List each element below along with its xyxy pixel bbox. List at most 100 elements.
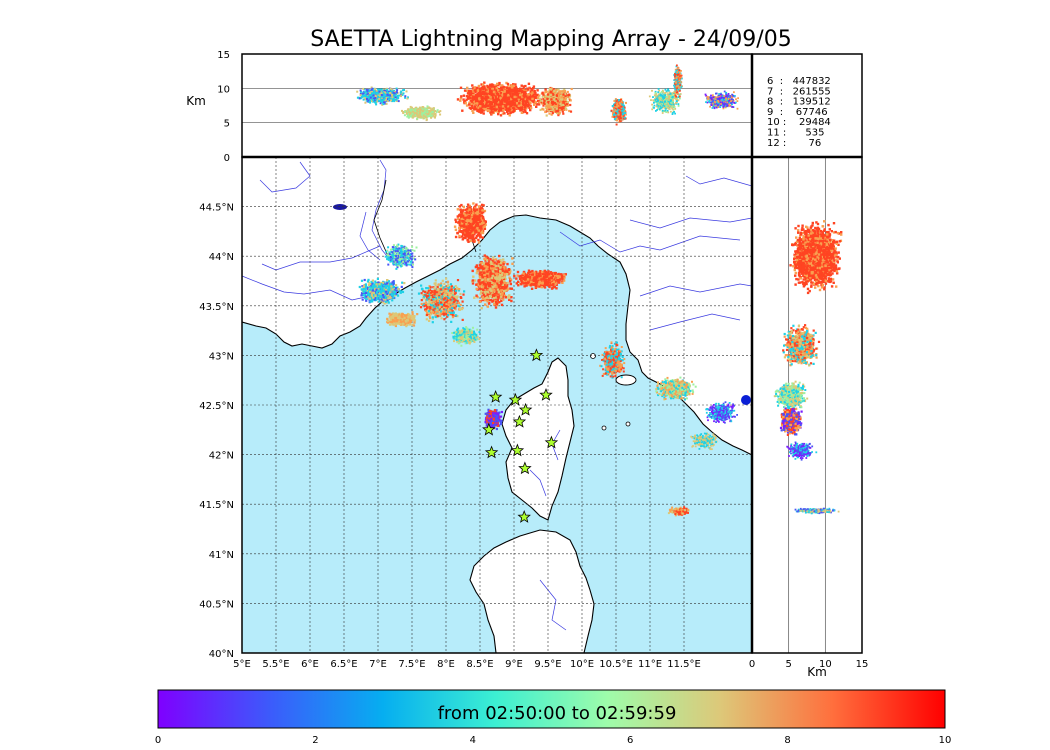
top-cloud-main [456, 81, 547, 117]
station-count-row: 11 : 535 [767, 128, 824, 139]
top-cloud-east-main [538, 86, 573, 117]
colorbar-gradient [157, 689, 946, 729]
lon-tick-label: 6°E [301, 659, 319, 670]
lat-tick-label: 43.5°N [199, 302, 234, 313]
france-italy-border [373, 179, 389, 257]
station-star-icon [512, 414, 527, 428]
storm-cluster-giglio-south [667, 506, 690, 517]
storm-cluster-alps-coast [417, 277, 466, 324]
top-panel-ylabel: Km [186, 94, 206, 108]
top-ytick-label: 10 [217, 84, 230, 95]
station-star-icon [518, 461, 532, 475]
station-star-icon [508, 392, 523, 406]
colorbar-tick-label: 0 [155, 735, 161, 746]
station-count-row: 7 : 261555 [767, 86, 831, 97]
right-panel-xticks: 0 5 10 15 [749, 659, 869, 670]
right-panel-scatter [773, 220, 843, 515]
lon-tick-label: 11°E [638, 659, 662, 670]
storm-cluster-rome-coast [690, 432, 718, 451]
storm-cluster-offshore [451, 326, 481, 347]
lat-tick-label: 44°N [209, 252, 234, 263]
colorbar-tick-label: 6 [627, 735, 633, 746]
lon-tick-label: 8.5°E [466, 659, 493, 670]
longitude-ticks: 5°E 5.5°E 6°E 6.5°E 7°E 7.5°E 8°E 8.5°E 9°E 9.5°E… [233, 659, 701, 670]
lon-tick-label: 5°E [233, 659, 251, 670]
storm-cluster-tuscany [655, 376, 697, 401]
storm-cluster-ligurian-north [453, 202, 487, 244]
lon-tick-label: 9.5°E [534, 659, 561, 670]
top-cloud-west [356, 86, 409, 106]
storm-cluster-genoa [471, 254, 514, 310]
lon-tick-label: 7°E [369, 659, 387, 670]
top-altitude-panel: 0 5 10 15 Km [186, 50, 753, 164]
right-cloud-mid [782, 324, 821, 367]
top-cloud-tuscany-high [673, 64, 683, 98]
colorbar-tick-label: 8 [784, 735, 790, 746]
storm-cluster-provence [358, 277, 406, 305]
map-scatter [358, 202, 738, 517]
right-altitude-panel: 0 5 10 15 Km [749, 156, 869, 679]
storm-cluster-inland-west [384, 243, 418, 270]
storm-cluster-ligurian-east [513, 269, 567, 290]
lat-tick-label: 42.5°N [199, 401, 234, 412]
lat-tick-label: 40.5°N [199, 599, 234, 610]
top-ytick-label: 15 [217, 50, 230, 61]
top-cloud-lazio [704, 90, 739, 110]
time-colorbar: from 02:50:00 to 02:59:59 0 2 4 6 8 10 [155, 689, 952, 746]
lon-tick-label: 5.5°E [262, 659, 289, 670]
colorbar-label: from 02:50:00 to 02:59:59 [438, 703, 677, 724]
right-panel-xlabel: Km [807, 665, 827, 679]
colorbar-tick-label: 10 [939, 735, 952, 746]
right-cloud-south [786, 441, 818, 461]
station-star-icon [482, 422, 496, 436]
top-cloud-west-low [401, 105, 442, 122]
lon-tick-label: 10.5°E [599, 659, 633, 670]
colorbar-tick-label: 2 [312, 735, 318, 746]
station-star-icon [517, 509, 531, 523]
top-ytick-label: 5 [224, 119, 230, 130]
lon-tick-label: 9°E [505, 659, 523, 670]
lat-tick-label: 40°N [209, 649, 234, 660]
lat-tick-label: 44.5°N [199, 203, 234, 214]
marker-dot [741, 395, 751, 405]
station-count-row: 12 : 76 [767, 138, 821, 149]
map-panel: 5°E 5.5°E 6°E 6.5°E 7°E 7.5°E 8°E 8.5°E 9°E 9.5°E… [199, 156, 753, 670]
figure-title: SAETTA Lightning Mapping Array - 24/09/0… [310, 27, 791, 52]
top-ytick-label: 0 [224, 153, 230, 164]
storm-cluster-elba [599, 341, 626, 379]
top-panel-scatter [356, 64, 739, 126]
station-star-icon [488, 390, 503, 403]
lat-tick-label: 41.5°N [199, 500, 234, 511]
lon-tick-label: 10°E [570, 659, 594, 670]
lon-tick-label: 11.5°E [667, 659, 701, 670]
lon-tick-label: 8°E [437, 659, 455, 670]
right-xtick-label: 5 [785, 659, 791, 670]
top-cloud-tuscany [648, 88, 682, 115]
colorbar-ticks: 0 2 4 6 8 10 [155, 735, 952, 746]
storm-cluster-corsica-west [484, 408, 503, 431]
station-star-icon [544, 435, 559, 449]
station-count-row: 6 : 447832 [767, 76, 831, 87]
map-gridlines [242, 157, 752, 653]
capraia-island [590, 353, 596, 359]
top-cloud-elba [610, 98, 627, 126]
lat-tick-label: 42°N [209, 451, 234, 462]
right-cloud-giglio [794, 507, 840, 515]
lon-tick-label: 6.5°E [330, 659, 357, 670]
right-cloud-corsica [779, 407, 803, 436]
station-star-icon [518, 402, 533, 416]
storm-cluster-coast-south [386, 311, 419, 328]
right-cloud-north [789, 220, 843, 295]
station-count-row: 9 : 67746 [767, 107, 828, 118]
sardinia-island [469, 529, 595, 653]
right-cloud-lower [773, 380, 809, 411]
station-star-icon [510, 443, 525, 457]
colorbar-tick-label: 4 [470, 735, 476, 746]
station-count-row: 10 : 29484 [767, 117, 831, 128]
right-xtick-label: 15 [856, 659, 869, 670]
latitude-ticks: 40°N 40.5°N 41°N 41.5°N 42°N 42.5°N 43°N 43.5°N… [199, 203, 234, 660]
